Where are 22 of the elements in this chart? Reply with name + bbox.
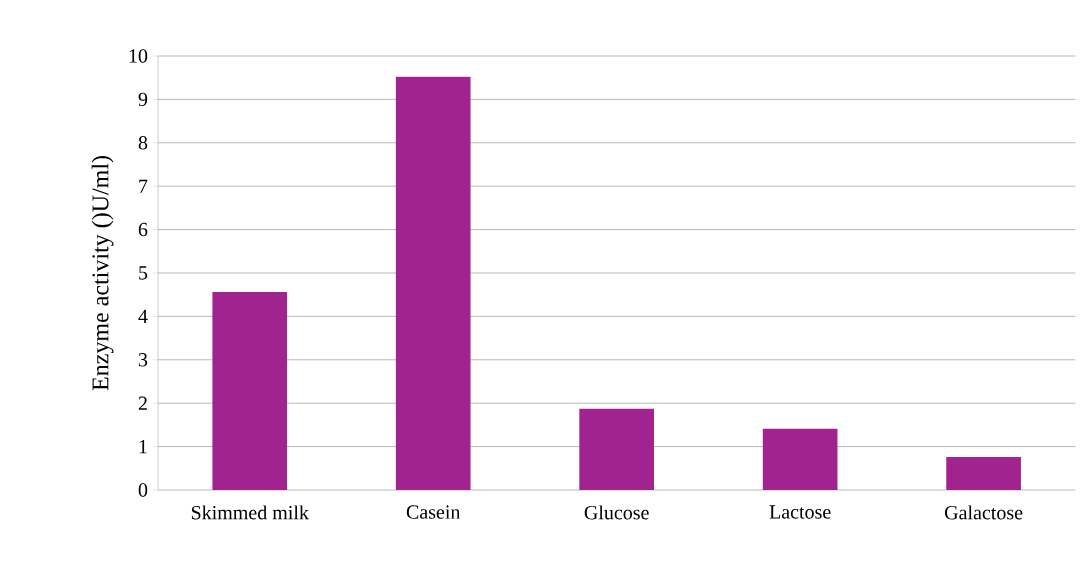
y-tick-label: 5 bbox=[139, 266, 148, 280]
y-tick-label: 4 bbox=[138, 309, 148, 323]
bar bbox=[212, 292, 288, 490]
bar bbox=[579, 408, 654, 490]
bar bbox=[762, 428, 838, 490]
x-tick-label: Skimmed milk bbox=[191, 505, 309, 520]
y-tick-label: 3 bbox=[138, 353, 148, 367]
x-tick-label: Glucose bbox=[584, 505, 649, 520]
bar bbox=[395, 76, 471, 490]
y-tick-label: 8 bbox=[138, 136, 148, 150]
y-tick-label: 7 bbox=[139, 179, 148, 193]
y-tick-label: 6 bbox=[138, 222, 148, 237]
y-tick-label: 2 bbox=[138, 396, 147, 410]
y-tick-label: 9 bbox=[138, 92, 148, 107]
y-tick-label: 10 bbox=[129, 49, 148, 63]
y-tick-label: 1 bbox=[139, 439, 147, 454]
x-tick-label: Lactose bbox=[769, 505, 831, 519]
bar bbox=[946, 457, 1021, 490]
y-axis-title: Enzyme activity ()U/ml) bbox=[91, 156, 114, 391]
x-tick-label: Casein bbox=[406, 505, 461, 519]
y-tick-label: 0 bbox=[138, 483, 148, 497]
x-tick-label: Galactose bbox=[944, 505, 1023, 520]
